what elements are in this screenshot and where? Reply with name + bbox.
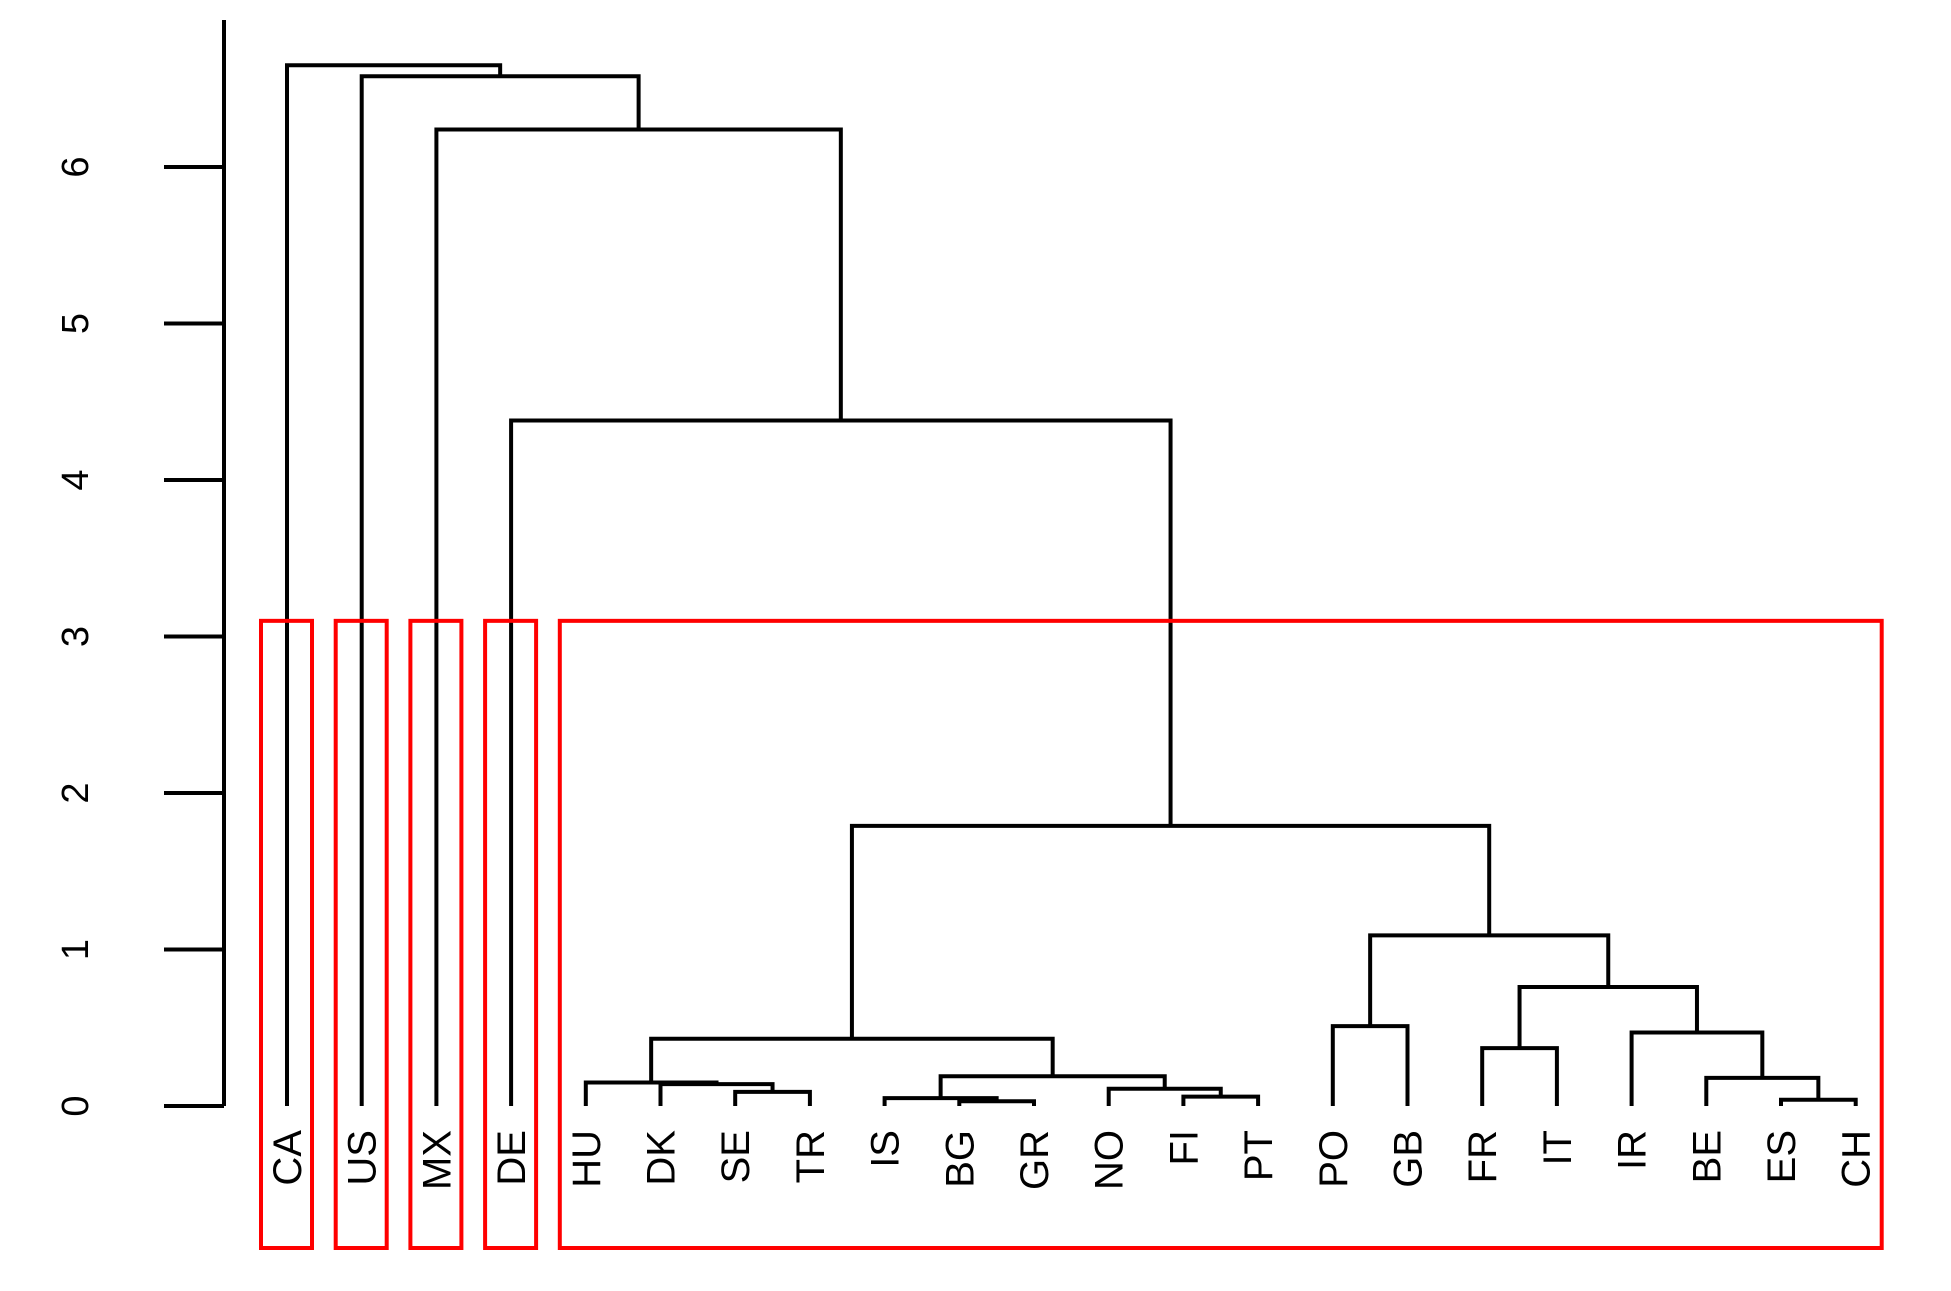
leaf-label-se: SE — [714, 1130, 758, 1183]
leaf-label-fr: FR — [1461, 1130, 1505, 1183]
merge-link-m17 — [849, 823, 1492, 1039]
y-tick-label: 2 — [55, 782, 97, 803]
merge-link-m7 — [658, 1082, 775, 1106]
leaf-label-no: NO — [1088, 1130, 1132, 1190]
leaf-label-bg: BG — [938, 1130, 982, 1188]
leaf-labels: CA US MX DE HU DK SE TR IS BG GR NO FI PT PO GB FR IT IR BE… — [266, 1130, 1879, 1190]
leaf-label-dk: DK — [640, 1130, 684, 1186]
merge-link-m1 — [957, 1099, 1036, 1106]
leaf-label-us: US — [341, 1130, 385, 1186]
leaf-label-de: DE — [490, 1130, 534, 1186]
y-tick-label: 4 — [55, 469, 97, 490]
leaf-label-mx: MX — [415, 1130, 459, 1190]
leaf-label-is: IS — [864, 1130, 908, 1168]
merge-link-m5 — [733, 1089, 812, 1106]
leaf-label-be: BE — [1685, 1130, 1729, 1183]
merge-link-m21 — [285, 63, 503, 1106]
y-tick-label: 0 — [55, 1095, 97, 1116]
leaf-label-ca: CA — [266, 1130, 310, 1186]
cluster-boxes — [259, 618, 1884, 1250]
cluster-box-3 — [408, 618, 464, 1250]
y-tick-label: 6 — [55, 156, 97, 177]
leaf-label-fi: FI — [1162, 1130, 1206, 1166]
merge-link-m19 — [434, 127, 843, 1106]
cluster-box-4 — [483, 618, 539, 1250]
leaf-label-gr: GR — [1013, 1130, 1057, 1190]
y-tick-label: 3 — [55, 626, 97, 647]
leaf-label-gb: GB — [1387, 1130, 1431, 1188]
leaf-label-ir: IR — [1611, 1130, 1655, 1170]
merge-link-m4 — [882, 1096, 999, 1106]
cluster-box-5 — [557, 618, 1884, 1250]
merge-link-m16 — [1368, 933, 1611, 1027]
leaf-label-it: IT — [1536, 1130, 1580, 1166]
merge-link-m18 — [509, 418, 1173, 1106]
merge-link-m14 — [1330, 1024, 1410, 1106]
merge-link-m8 — [1704, 1075, 1821, 1106]
cluster-box-2 — [333, 618, 389, 1250]
merge-link-m10 — [1480, 1046, 1559, 1106]
merge-link-m2 — [1779, 1097, 1858, 1106]
merge-link-m13 — [1629, 1030, 1765, 1106]
merge-link-m6 — [1106, 1086, 1223, 1106]
y-tick-label: 5 — [55, 313, 97, 334]
merge-link-m15 — [1517, 985, 1699, 1049]
merge-link-m11 — [583, 1080, 719, 1106]
leaf-label-pt: PT — [1237, 1130, 1281, 1181]
y-axis: 0 1 2 3 4 5 6 — [55, 20, 226, 1117]
merge-link-m3 — [1181, 1094, 1261, 1106]
merge-link-m9 — [938, 1074, 1167, 1099]
leaf-label-po: PO — [1312, 1130, 1356, 1188]
dendrogram-tree — [285, 63, 1858, 1106]
leaf-label-tr: TR — [789, 1130, 833, 1183]
leaf-label-ch: CH — [1835, 1130, 1879, 1188]
leaf-label-hu: HU — [565, 1130, 609, 1188]
y-tick-label: 1 — [55, 939, 97, 960]
cluster-box-1 — [259, 618, 314, 1250]
merge-link-m20 — [359, 74, 641, 1106]
leaf-label-es: ES — [1760, 1130, 1804, 1183]
